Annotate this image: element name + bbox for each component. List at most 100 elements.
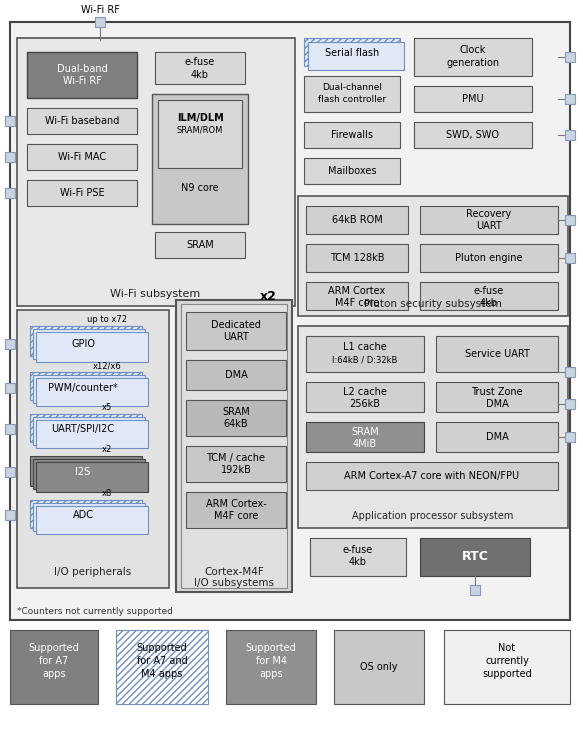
Bar — [30, 326, 142, 356]
Bar — [306, 282, 408, 310]
Text: N9 core: N9 core — [181, 183, 219, 193]
Bar — [565, 253, 575, 263]
Text: PWM/counter*: PWM/counter* — [48, 383, 118, 393]
Text: Pluton security subsystem: Pluton security subsystem — [364, 299, 502, 309]
Text: DMA: DMA — [486, 399, 508, 409]
Text: apps: apps — [42, 669, 66, 679]
Text: DMA: DMA — [224, 370, 247, 380]
Text: 4kb: 4kb — [480, 298, 498, 308]
Text: Supported: Supported — [136, 643, 187, 653]
Bar — [30, 456, 142, 486]
Text: supported: supported — [482, 669, 532, 679]
Bar — [226, 630, 316, 704]
Text: TCM / cache: TCM / cache — [206, 453, 265, 463]
Text: Recovery: Recovery — [466, 209, 512, 219]
Text: GPIO: GPIO — [71, 339, 95, 349]
Text: TCM 128kB: TCM 128kB — [330, 253, 384, 263]
Bar — [176, 300, 292, 592]
Text: OS only: OS only — [360, 662, 398, 672]
Bar — [310, 538, 406, 576]
Text: M4F core: M4F core — [214, 511, 258, 521]
Text: 4kb: 4kb — [349, 557, 367, 567]
Bar — [17, 38, 295, 306]
Bar — [33, 503, 145, 531]
Text: Trust Zone: Trust Zone — [471, 387, 523, 397]
Text: I2S: I2S — [75, 467, 90, 477]
Bar — [10, 630, 98, 704]
Bar — [33, 329, 145, 359]
Bar — [308, 42, 404, 70]
Text: ARM Cortex: ARM Cortex — [328, 286, 385, 296]
Bar — [304, 38, 400, 66]
Text: Clock: Clock — [460, 45, 486, 55]
Text: 64kB ROM: 64kB ROM — [332, 215, 382, 225]
Text: ILM/DLM: ILM/DLM — [177, 113, 223, 123]
Bar — [565, 52, 575, 62]
Text: e-fuse: e-fuse — [474, 286, 504, 296]
Bar — [420, 206, 558, 234]
Bar — [5, 467, 15, 477]
Bar — [186, 312, 286, 350]
Text: DMA: DMA — [486, 432, 508, 442]
Bar — [304, 158, 400, 184]
Text: L1 cache: L1 cache — [343, 342, 387, 352]
Text: Wi-Fi RF: Wi-Fi RF — [62, 76, 101, 86]
Bar — [306, 244, 408, 272]
Bar — [436, 422, 558, 452]
Bar — [152, 94, 248, 224]
Bar — [565, 432, 575, 442]
Bar — [306, 462, 558, 490]
Bar — [186, 492, 286, 528]
Bar — [304, 122, 400, 148]
Text: Wi-Fi MAC: Wi-Fi MAC — [58, 152, 106, 162]
Text: x5: x5 — [102, 404, 112, 412]
Text: flash controller: flash controller — [318, 96, 386, 105]
Text: x2: x2 — [259, 289, 276, 303]
Text: Wi-Fi baseband: Wi-Fi baseband — [45, 116, 119, 126]
Bar — [186, 360, 286, 390]
Bar — [36, 506, 148, 534]
Bar — [298, 326, 568, 528]
Bar — [5, 510, 15, 520]
Text: Dual-channel: Dual-channel — [322, 83, 382, 93]
Bar — [306, 422, 424, 452]
Text: L2 cache: L2 cache — [343, 387, 387, 397]
Bar — [565, 94, 575, 104]
Text: Pluton engine: Pluton engine — [455, 253, 523, 263]
Bar — [30, 414, 142, 442]
Bar — [155, 232, 245, 258]
Text: SRAM/ROM: SRAM/ROM — [177, 126, 223, 135]
Bar — [5, 339, 15, 349]
Text: Wi-Fi subsystem: Wi-Fi subsystem — [110, 289, 200, 299]
Text: UART: UART — [223, 332, 249, 342]
Bar — [306, 206, 408, 234]
Bar — [565, 367, 575, 377]
Text: generation: generation — [447, 58, 500, 68]
Bar — [298, 196, 568, 316]
Bar — [181, 304, 287, 588]
Text: up to x72: up to x72 — [87, 316, 127, 325]
Text: Not: Not — [498, 643, 515, 653]
Bar — [27, 52, 137, 98]
Bar — [27, 144, 137, 170]
Bar — [27, 180, 137, 206]
Text: I/O peripherals: I/O peripherals — [54, 567, 132, 577]
Text: x8: x8 — [102, 490, 112, 499]
Text: Supported: Supported — [29, 643, 79, 653]
Bar — [36, 332, 148, 362]
Text: currently: currently — [485, 656, 529, 666]
Bar — [420, 538, 530, 576]
Text: SRAM: SRAM — [186, 240, 214, 250]
Text: 256kB: 256kB — [349, 399, 381, 409]
Bar — [30, 500, 142, 528]
Bar — [17, 310, 169, 588]
Text: x2: x2 — [102, 445, 112, 455]
Text: 4kb: 4kb — [191, 70, 209, 80]
Bar — [304, 76, 400, 112]
Text: M4F core: M4F core — [335, 298, 379, 308]
Text: Cortex-M4F: Cortex-M4F — [204, 567, 264, 577]
Bar — [470, 585, 480, 595]
Text: for M4: for M4 — [255, 656, 286, 666]
Text: 192kB: 192kB — [220, 465, 251, 475]
Bar — [444, 630, 570, 704]
